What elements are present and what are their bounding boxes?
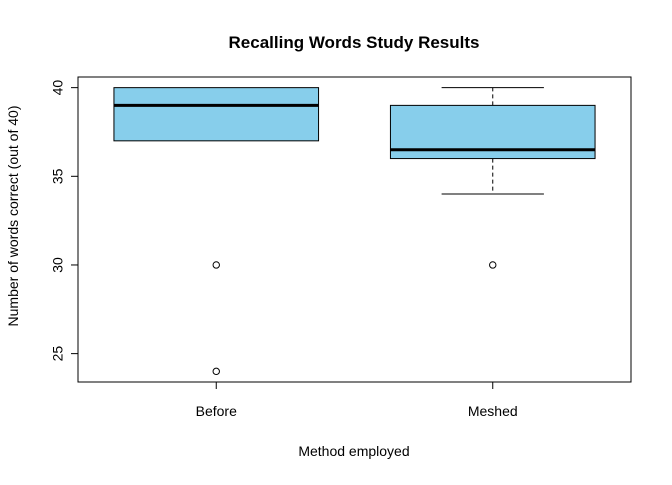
y-tick-label: 40 [50,80,66,96]
y-tick-label: 25 [50,346,66,362]
chart-title: Recalling Words Study Results [229,33,480,52]
box [113,87,320,142]
outlier-point [212,261,220,269]
y-tick-label: 35 [50,168,66,184]
x-axis: Before Meshed [196,381,518,419]
boxes-layer [113,87,596,376]
y-axis: 25 30 35 40 [50,80,79,362]
x-tick-label: Before [196,403,237,419]
x-tick-label: Meshed [468,403,518,419]
x-axis-label: Method employed [298,443,409,459]
box-group-before [113,87,320,376]
box-group-meshed [389,87,596,269]
outlier-point [489,261,497,269]
y-axis-label: Number of words correct (out of 40) [5,106,21,327]
outlier-point [212,367,220,376]
y-tick-label: 30 [50,257,66,273]
